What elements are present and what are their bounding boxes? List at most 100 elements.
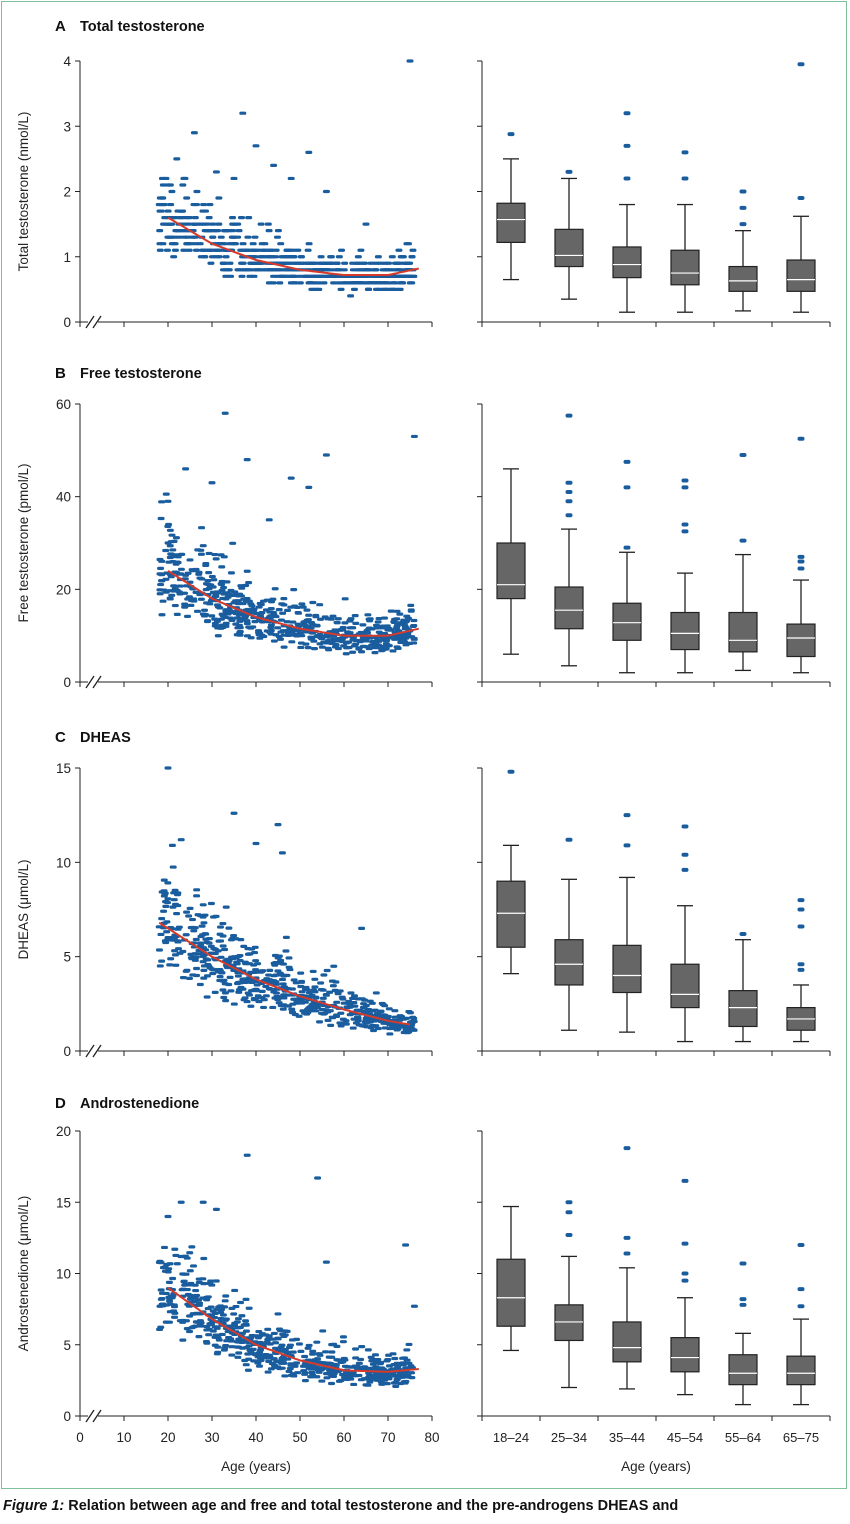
panel-d: D Androstenedione 0 5 10 15 20 Androstenedione … (16, 1095, 831, 1474)
scatter-point (275, 608, 283, 612)
scatter-point (329, 1016, 337, 1020)
scatter-point (316, 603, 324, 607)
scatter-outlier (221, 411, 229, 415)
scatter-point (364, 613, 372, 617)
scatter-point (396, 612, 404, 616)
scatter-point (182, 933, 190, 937)
scatter-point (285, 956, 293, 960)
scatter-point (318, 1379, 326, 1383)
scatter-point (344, 1006, 352, 1010)
scatter-point (277, 958, 285, 963)
y-tick-label: 1 (63, 250, 71, 265)
scatter-point (200, 1256, 208, 1261)
scatter-point (238, 216, 246, 220)
scatter-point (391, 1015, 399, 1019)
scatter-point (296, 997, 304, 1002)
scatter-point (377, 1380, 385, 1384)
scatter-point (179, 1338, 187, 1342)
scatter-outlier (252, 841, 260, 846)
scatter-point (285, 965, 293, 970)
y-tick-label: 0 (63, 1409, 71, 1424)
scatter-point (385, 261, 393, 265)
scatter-point (235, 623, 243, 627)
scatter-point (230, 1002, 238, 1006)
scatter-point (371, 651, 379, 655)
scatter-point (305, 991, 313, 995)
scatter-outlier (239, 111, 247, 115)
scatter-point (355, 1361, 363, 1365)
scatter-point (186, 242, 194, 246)
box-iqr (612, 246, 642, 279)
scatter-point (219, 944, 227, 948)
scatter-point (211, 621, 219, 626)
scatter-point (189, 917, 197, 922)
scatter-point (371, 1353, 379, 1357)
scatter-point (169, 548, 177, 552)
scatter-point (253, 612, 261, 616)
scatter-point (301, 1354, 309, 1359)
scatter-point (290, 255, 298, 259)
scatter-point (241, 996, 249, 1000)
box-outlier (623, 545, 631, 550)
box-outlier (797, 1287, 805, 1292)
box-outlier (797, 62, 805, 67)
scatter-point (192, 202, 200, 207)
scatter-point (333, 261, 341, 265)
scatter-point (163, 930, 171, 934)
scatter-point (258, 620, 266, 624)
axis-break-mark (85, 315, 102, 329)
scatter-point (264, 222, 272, 226)
scatter-point (291, 1363, 299, 1368)
scatter-point (265, 1359, 273, 1363)
scatter-point (173, 912, 181, 916)
scatter-point (232, 1304, 240, 1309)
y-tick-label: 0 (63, 1044, 71, 1059)
scatter-point (218, 1332, 226, 1337)
scatter-point (379, 1013, 387, 1017)
box-iqr (786, 259, 816, 292)
scatter-point (335, 255, 343, 259)
box-category-label: 45–54 (667, 1430, 703, 1445)
scatter-point (259, 969, 267, 973)
scatter-point (337, 287, 345, 291)
scatter-point (325, 1355, 333, 1359)
scatter-point (210, 946, 218, 951)
scatter-outlier (322, 453, 330, 457)
scatter-point (350, 1373, 358, 1377)
scatter-point (197, 552, 205, 556)
boxplot-18–24 (496, 769, 526, 975)
scatter-outlier (230, 811, 238, 815)
scatter-point (209, 235, 217, 239)
y-tick-label: 5 (63, 950, 71, 965)
scatter-point (231, 1321, 239, 1325)
scatter-point (157, 1261, 165, 1265)
scatter-point (305, 242, 313, 246)
scatter-outlier (278, 851, 286, 855)
scatter-point (199, 544, 207, 548)
scatter-point (187, 1283, 195, 1287)
scatter-point (185, 976, 193, 980)
scatter-point (161, 939, 169, 943)
scatter-point (233, 1340, 241, 1344)
scatter-point (193, 966, 201, 971)
scatter-point (188, 598, 196, 603)
scatter-point (221, 1346, 229, 1350)
scatter-point (186, 1251, 194, 1255)
box-outlier (623, 143, 631, 148)
scatter-point (237, 938, 245, 942)
scatter-point (399, 1361, 407, 1365)
scatter-point (332, 630, 340, 634)
scatter-point (217, 939, 225, 943)
y-axis-label: DHEAS (μmol/L) (16, 859, 31, 959)
scatter-point (259, 255, 267, 259)
box-outlier (565, 837, 573, 842)
scatter-point (351, 994, 359, 998)
scatter-point (250, 274, 258, 278)
scatter-point (242, 248, 250, 252)
box-outlier (565, 480, 573, 485)
scatter-point (274, 229, 282, 233)
scatter-point (242, 1297, 250, 1301)
scatter-point (162, 904, 170, 908)
scatter-point (204, 619, 212, 623)
scatter-point (172, 1253, 180, 1258)
